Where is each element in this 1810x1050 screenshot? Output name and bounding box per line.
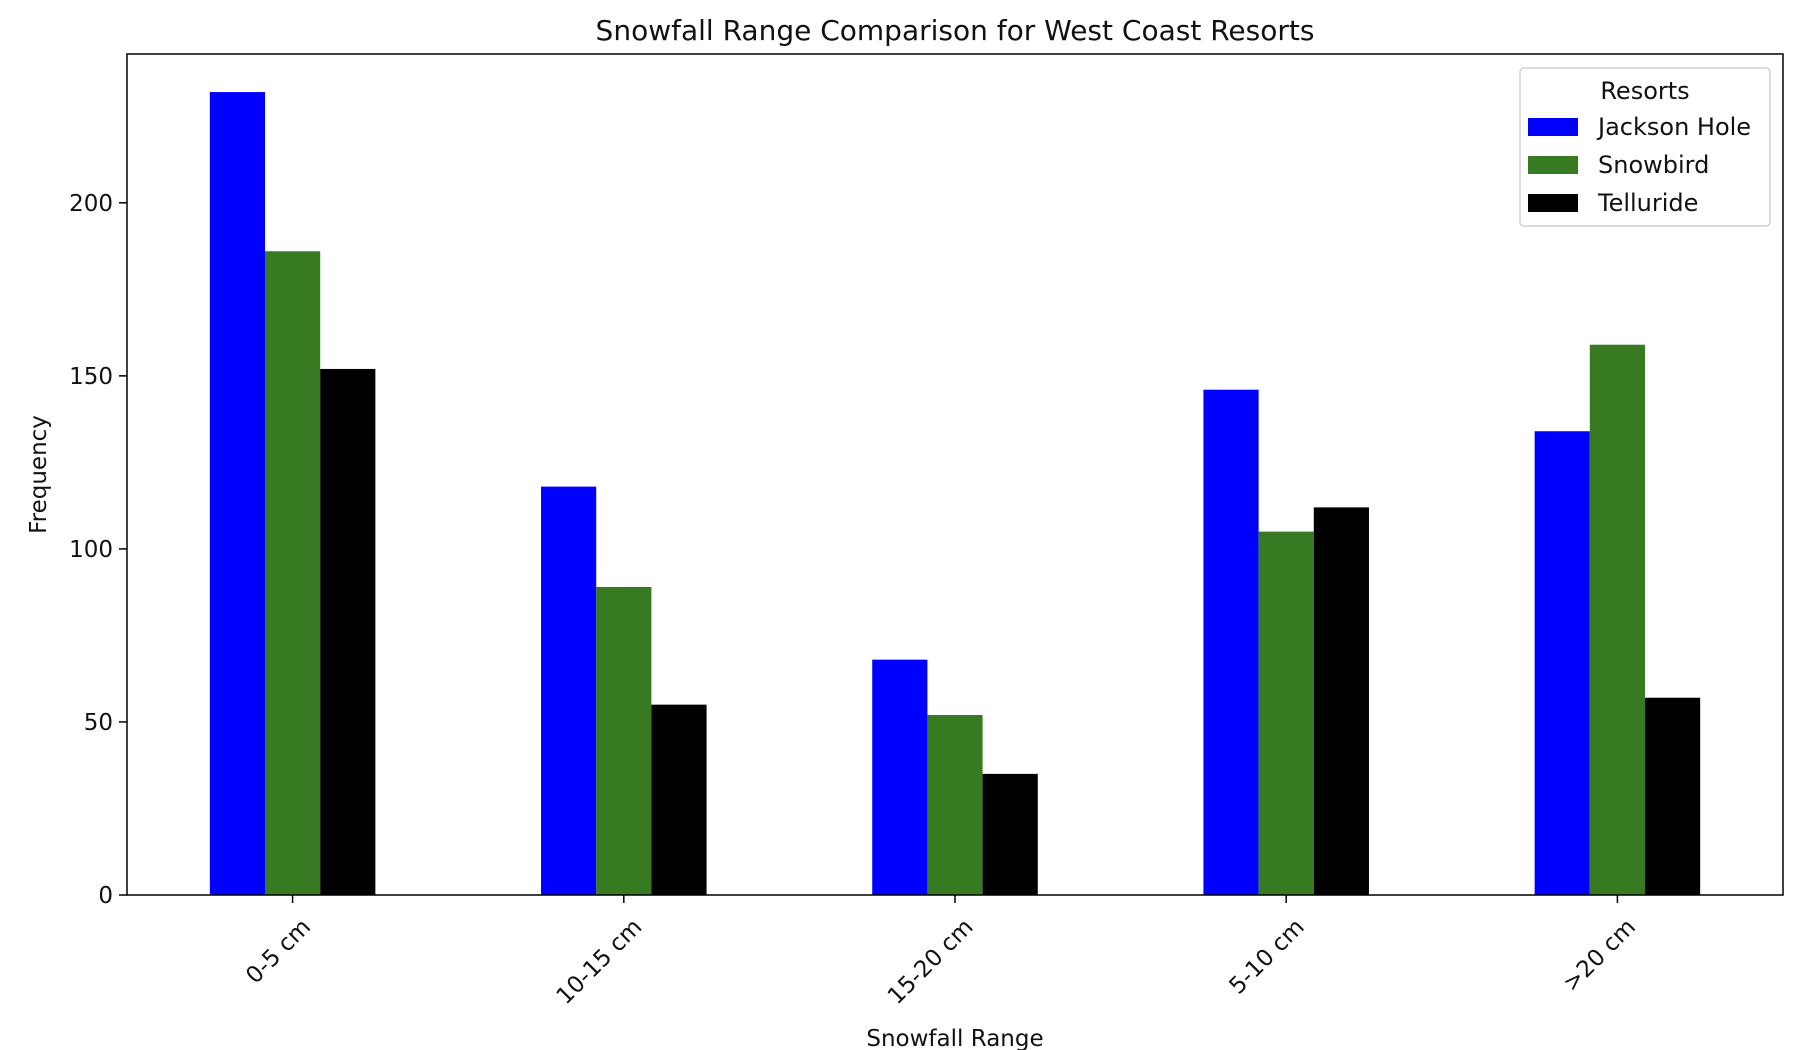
bar — [1589, 344, 1645, 896]
legend-label: Jackson Hole — [1596, 113, 1751, 141]
legend: Resorts Jackson Hole Snowbird Telluride — [1519, 67, 1771, 227]
legend-swatch — [1528, 194, 1578, 212]
y-axis-title: Frequency — [26, 415, 52, 534]
y-axis: 0 50 100 150 200 — [69, 191, 127, 909]
legend-label: Telluride — [1597, 189, 1698, 217]
bar — [927, 715, 983, 895]
bar — [1313, 507, 1369, 895]
bar — [1203, 389, 1259, 895]
y-tick-label: 0 — [98, 883, 113, 909]
bar — [209, 92, 266, 895]
series-jackson-hole — [209, 92, 1590, 895]
x-tick-label: 5-10 cm — [1225, 914, 1310, 999]
bar — [320, 368, 376, 895]
legend-box — [1519, 67, 1771, 227]
bar — [541, 486, 597, 895]
series-snowbird — [265, 251, 1645, 896]
x-axis-title: Snowfall Range — [866, 1026, 1043, 1050]
x-tick-label: 0-5 cm — [241, 914, 316, 989]
legend-swatch — [1528, 156, 1578, 174]
x-tick-label: >20 cm — [1558, 914, 1641, 997]
x-axis: 0-5 cm 10-15 cm 15-20 cm 5-10 cm >20 cm — [241, 895, 1641, 1010]
bar — [982, 773, 1038, 895]
y-tick-label: 50 — [84, 710, 113, 736]
bar — [596, 586, 652, 895]
legend-swatch — [1528, 118, 1578, 136]
bar — [265, 251, 321, 895]
x-tick-label: 10-15 cm — [552, 914, 648, 1010]
x-tick-label: 15-20 cm — [883, 914, 979, 1010]
y-tick-label: 100 — [69, 537, 113, 563]
y-tick-label: 200 — [69, 191, 113, 217]
bar — [1644, 697, 1701, 895]
y-tick-label: 150 — [69, 364, 113, 390]
bar — [1258, 531, 1314, 895]
bar — [651, 704, 707, 895]
chart-title: Snowfall Range Comparison for West Coast… — [596, 14, 1315, 47]
legend-title: Resorts — [1600, 77, 1689, 105]
series-telluride — [320, 368, 1701, 895]
plot-area — [126, 53, 1784, 896]
legend-label: Snowbird — [1598, 151, 1709, 179]
bar — [1534, 431, 1590, 895]
bar — [872, 659, 928, 895]
